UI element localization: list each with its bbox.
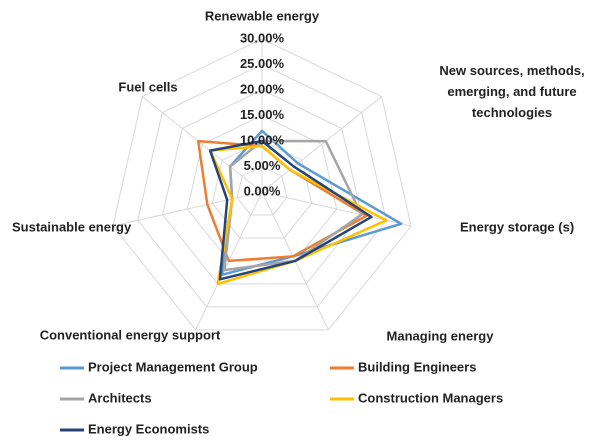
axis-label: Sustainable energy — [12, 219, 132, 234]
axis-label: Managing energy — [387, 328, 495, 343]
grid-ring — [162, 89, 362, 285]
spoke — [112, 191, 263, 227]
axis-label: Fuel cells — [118, 79, 177, 94]
axis-label: New sources, methods, emerging, and futur… — [439, 63, 584, 120]
series-line — [208, 139, 373, 281]
tick-label: 25.00% — [240, 56, 285, 71]
axis-label: Conventional energy support — [40, 327, 221, 342]
grid-ring — [137, 63, 387, 308]
legend-label: Architects — [88, 390, 152, 405]
legend-label: Energy Economists — [88, 421, 209, 436]
axis-label: Renewable energy — [205, 8, 320, 23]
legend-label: Construction Managers — [358, 390, 503, 405]
tick-label: 15.00% — [240, 107, 285, 122]
tick-label: 30.00% — [240, 30, 285, 45]
legend-label: Project Management Group — [88, 359, 258, 374]
tick-label: 5.00% — [244, 158, 281, 173]
tick-label: 10.00% — [240, 132, 285, 147]
spoke — [261, 96, 382, 193]
tick-label: 0.00% — [244, 183, 281, 198]
grid-ring — [236, 165, 288, 216]
legend-label: Building Engineers — [358, 359, 476, 374]
axis-label: Energy storage (s) — [460, 219, 574, 234]
tick-label: 20.00% — [240, 81, 285, 96]
grid-ring — [112, 38, 412, 331]
spoke — [142, 96, 263, 193]
series-line — [223, 139, 363, 272]
